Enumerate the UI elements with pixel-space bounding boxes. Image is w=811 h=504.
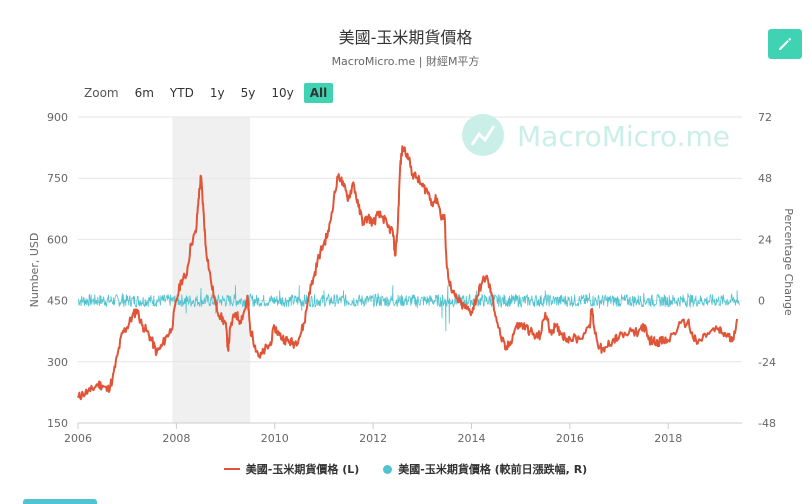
x-tick-label: 2006 bbox=[64, 432, 92, 445]
y-left-tick-label: 600 bbox=[47, 233, 68, 246]
zoom-10y-button[interactable]: 10y bbox=[271, 86, 294, 100]
watermark-text: MacroMicro.me bbox=[517, 120, 730, 153]
x-tick-label: 2018 bbox=[654, 432, 682, 445]
chart-legend: 美國-玉米期貨價格 (L) 美國-玉米期貨價格 (較前日漲跌幅, R) bbox=[0, 461, 811, 477]
y-left-tick-label: 750 bbox=[47, 172, 68, 185]
zoom-label: Zoom bbox=[84, 86, 119, 100]
legend-change-label: 美國-玉米期貨價格 (較前日漲跌幅, R) bbox=[398, 463, 588, 476]
change-series-line bbox=[77, 285, 740, 332]
y-left-tick-label: 450 bbox=[47, 295, 68, 308]
zoom-6m-button[interactable]: 6m bbox=[134, 86, 154, 100]
zoom-1y-button[interactable]: 1y bbox=[209, 86, 225, 100]
y-right-tick-label: 24 bbox=[758, 233, 772, 246]
bottom-tab[interactable] bbox=[23, 499, 97, 504]
legend-item-price[interactable]: 美國-玉米期貨價格 (L) bbox=[223, 461, 360, 477]
zoom-all-button[interactable]: All bbox=[303, 83, 334, 103]
x-tick-label: 2012 bbox=[359, 432, 387, 445]
edit-button[interactable] bbox=[768, 29, 802, 59]
y-right-tick-label: -48 bbox=[758, 417, 776, 430]
zoom-ytd-button[interactable]: YTD bbox=[169, 86, 194, 100]
zoom-selector: Zoom 6m YTD 1y 5y 10y All bbox=[84, 82, 337, 104]
y-axis-right-label: Percentage Change bbox=[782, 208, 795, 316]
y-axis-left-label: Number, USD bbox=[28, 233, 41, 308]
chart-area: MacroMicro.me 150 300 450 600 750 900 -48 -24 0 2… bbox=[28, 111, 795, 445]
x-tick-label: 2010 bbox=[261, 432, 289, 445]
y-right-tick-label: 72 bbox=[758, 111, 772, 124]
legend-price-label: 美國-玉米期貨價格 (L) bbox=[245, 463, 360, 476]
recession-band bbox=[172, 117, 251, 423]
y-right-tick-label: -24 bbox=[758, 356, 776, 369]
chart-line-icon bbox=[470, 125, 496, 146]
x-tick-label: 2014 bbox=[457, 432, 485, 445]
watermark-logo-circle bbox=[462, 114, 504, 156]
y-right-tick-label: 0 bbox=[758, 295, 765, 308]
zoom-5y-button[interactable]: 5y bbox=[240, 86, 256, 100]
watermark: MacroMicro.me bbox=[462, 114, 730, 156]
x-tick-label: 2016 bbox=[556, 432, 584, 445]
price-series-line bbox=[77, 145, 739, 401]
x-tick-label: 2008 bbox=[162, 432, 190, 445]
chart-subtitle: MacroMicro.me | 財經M平方 bbox=[331, 55, 480, 68]
pencil-icon bbox=[779, 37, 792, 50]
y-left-tick-label: 900 bbox=[47, 111, 68, 124]
y-left-tick-label: 150 bbox=[47, 417, 68, 430]
legend-dot-symbol bbox=[383, 464, 393, 474]
y-left-tick-label: 300 bbox=[47, 356, 68, 369]
y-right-tick-label: 48 bbox=[758, 172, 772, 185]
legend-item-change[interactable]: 美國-玉米期貨價格 (較前日漲跌幅, R) bbox=[383, 461, 587, 477]
legend-line-symbol bbox=[223, 468, 240, 470]
chart-title: 美國-玉米期貨價格 bbox=[338, 28, 473, 47]
